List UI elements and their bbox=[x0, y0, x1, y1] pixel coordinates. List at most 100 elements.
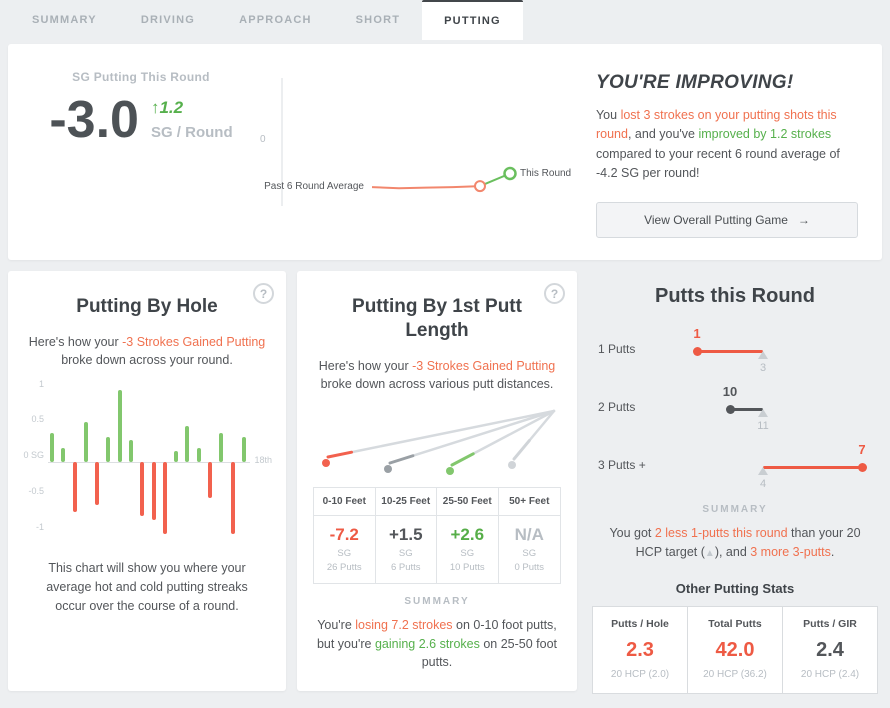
target-value: 4 bbox=[759, 478, 767, 490]
sum-part: on 0-10 foot putts, but you're bbox=[316, 617, 557, 651]
putt-length-table: 0-10 Feet 10-25 Feet 25-50 Feet 50+ Feet… bbox=[313, 486, 561, 584]
sg-delta-value: 1.2 bbox=[159, 98, 184, 117]
by-hole-description: Here's how your -3 Strokes Gained Puttin… bbox=[28, 333, 266, 369]
tab-approach[interactable]: APPROACH bbox=[239, 14, 312, 26]
tab-driving[interactable]: DRIVING bbox=[140, 14, 196, 26]
desc-part: broke down across various putt distances… bbox=[320, 376, 554, 391]
putt-count-row: 2 Putts 11 10 bbox=[590, 382, 880, 434]
stat-target: 20 HCP (2.4) bbox=[800, 668, 860, 680]
msg-improved: improved by 1.2 strokes bbox=[698, 127, 832, 142]
sum-part: . bbox=[830, 545, 835, 560]
sg-bar-slot bbox=[50, 387, 54, 537]
tab-short[interactable]: SHORT bbox=[355, 14, 401, 26]
arrow-right-icon: → bbox=[797, 212, 810, 227]
length-column-header: 10-25 Feet bbox=[375, 487, 437, 516]
trend-this-round-label: This Round bbox=[519, 168, 572, 179]
tab-putting[interactable]: PUTTING bbox=[422, 0, 523, 40]
sum-part: on 25-50 foot putts. bbox=[421, 636, 558, 670]
connector-line bbox=[697, 350, 763, 353]
actual-dot bbox=[857, 463, 867, 472]
desc-sg-highlight: -3 Strokes Gained Putting bbox=[412, 358, 556, 373]
desc-sg-highlight: -3 Strokes Gained Putting bbox=[122, 334, 266, 349]
sg-bar-slot bbox=[106, 387, 111, 537]
sg-bar bbox=[95, 462, 100, 506]
stat-value: 2.3 bbox=[626, 638, 654, 661]
sum-part: ), and bbox=[714, 545, 751, 560]
by-hole-footer-note: This chart will show you where your aver… bbox=[46, 561, 248, 613]
connector-line bbox=[763, 466, 862, 469]
row-label: 3 Putts + bbox=[598, 458, 646, 472]
target-value: 3 bbox=[759, 362, 767, 374]
y-tick: 0 SG bbox=[23, 450, 44, 460]
summary-label: SUMMARY bbox=[702, 504, 768, 515]
putt-count-row: 3 Putts + 4 7 bbox=[590, 440, 880, 492]
sum-more-three-putts: 3 more 3-putts bbox=[750, 545, 831, 560]
length-column-header: 0-10 Feet bbox=[314, 487, 376, 516]
sg-bar-slot bbox=[174, 387, 179, 537]
length-column-cell: +2.6 SG 10 Putts bbox=[437, 515, 499, 583]
actual-value: 1 bbox=[693, 326, 701, 341]
sum-part: You got bbox=[609, 526, 655, 540]
row-label: 1 Putts bbox=[598, 342, 636, 356]
sum-less-one-putts: 2 less 1-putts this round bbox=[654, 526, 788, 540]
summary-label: SUMMARY bbox=[404, 595, 470, 607]
length-column-cell: +1.5 SG 6 Putts bbox=[376, 515, 437, 583]
sg-bar-slot bbox=[140, 387, 145, 537]
by-length-title: Putting By 1st Putt Length bbox=[352, 296, 522, 341]
actual-value: 7 bbox=[858, 442, 866, 457]
target-triangle-icon: ▲ bbox=[704, 548, 715, 560]
sum-losing: losing 7.2 strokes bbox=[355, 617, 453, 632]
sg-value: +1.5 bbox=[388, 524, 423, 544]
help-icon[interactable]: ? bbox=[253, 283, 274, 304]
improvement-summary: YOU'RE IMPROVING! You lost 3 strokes on … bbox=[592, 44, 882, 260]
zero-axis-line bbox=[48, 462, 250, 463]
desc-part: broke down across your round. bbox=[61, 352, 233, 367]
sg-trend-chart: 0 Past 6 Round Average This Round bbox=[252, 44, 592, 260]
sg-bar-slot bbox=[95, 387, 100, 537]
sg-bar bbox=[151, 462, 156, 520]
sg-bar bbox=[117, 390, 122, 462]
sg-stat-label: SG Putting This Round bbox=[72, 70, 210, 84]
desc-part: Here's how your bbox=[28, 334, 123, 349]
actual-dot bbox=[725, 405, 735, 414]
target-value: 11 bbox=[757, 420, 769, 432]
button-label: View Overall Putting Game bbox=[644, 212, 788, 227]
target-triangle bbox=[758, 467, 768, 475]
putt-count: 0 Putts bbox=[514, 561, 545, 573]
stat-label: Putts / GIR bbox=[803, 617, 857, 630]
tab-summary[interactable]: SUMMARY bbox=[32, 14, 97, 26]
bars-area bbox=[50, 387, 246, 537]
sg-by-hole-bar-chart: 1 0.5 0 SG -0.5 -1 18th bbox=[22, 379, 272, 543]
sg-value: -7.2 bbox=[329, 524, 359, 544]
sg-delta: ↑1.2 bbox=[151, 98, 233, 118]
sum-part: You're bbox=[317, 617, 356, 632]
sg-bar-slot bbox=[185, 387, 190, 537]
msg-part: compared to your recent 6 round average … bbox=[595, 146, 840, 181]
length-column-cell: -7.2 SG 26 Putts bbox=[314, 515, 376, 583]
other-putting-stats-table: Putts / Hole 2.3 20 HCP (2.0) Total Putt… bbox=[592, 605, 878, 694]
length-column-cell: N/A SG 0 Putts bbox=[499, 516, 561, 583]
sg-bar-slot bbox=[241, 387, 246, 537]
msg-part: You bbox=[595, 108, 621, 122]
improvement-headline: YOU'RE IMPROVING! bbox=[595, 72, 794, 93]
actual-value: 10 bbox=[722, 384, 738, 399]
trend-zero-label: 0 bbox=[259, 134, 266, 145]
stat-cell-putts-per-hole: Putts / Hole 2.3 20 HCP (2.0) bbox=[592, 605, 688, 694]
sg-bar-slot bbox=[219, 387, 224, 537]
stat-cell-putts-per-gir: Putts / GIR 2.4 20 HCP (2.4) bbox=[782, 605, 878, 694]
putting-by-hole-card: ? Putting By Hole Here's how your -3 Str… bbox=[8, 271, 286, 691]
y-tick: 1 bbox=[38, 379, 44, 389]
length-column-header: 50+ Feet bbox=[498, 488, 560, 516]
putts-round-title: Putts this Round bbox=[655, 285, 815, 307]
other-putting-stats-title: Other Putting Stats bbox=[675, 580, 795, 596]
trend-line-chart bbox=[281, 78, 517, 206]
connector-line bbox=[730, 408, 763, 411]
sg-label: SG bbox=[522, 547, 537, 559]
by-hole-title: Putting By Hole bbox=[76, 296, 218, 317]
sg-bar bbox=[50, 433, 54, 462]
help-icon[interactable]: ? bbox=[544, 283, 565, 304]
sum-part: than your 20 HCP target ( bbox=[635, 526, 861, 560]
view-overall-putting-button[interactable]: View Overall Putting Game → bbox=[595, 201, 858, 238]
sg-value: N/A bbox=[514, 524, 544, 544]
